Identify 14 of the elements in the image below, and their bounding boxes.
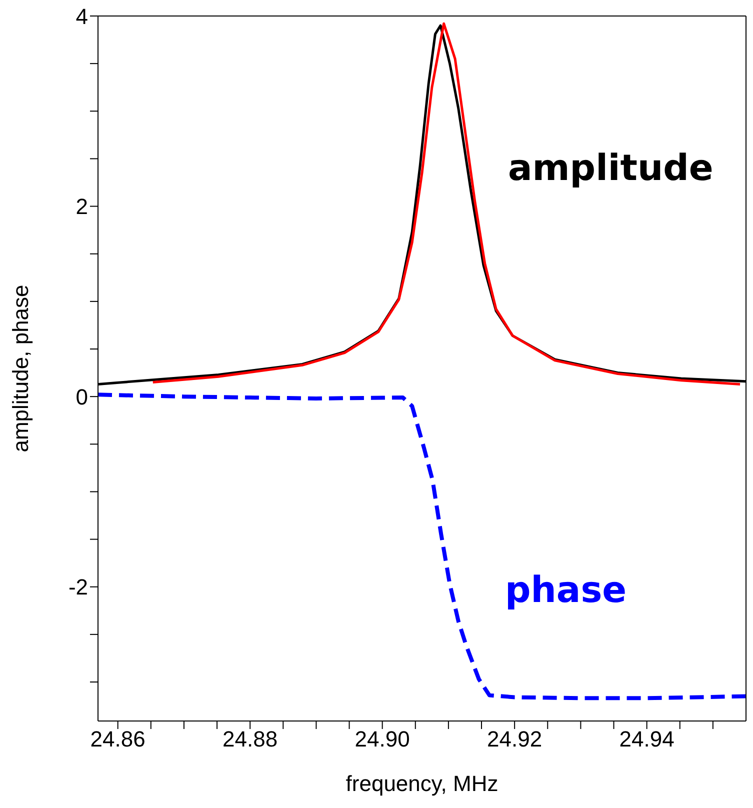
- x-tick-label: 24.90: [354, 726, 410, 752]
- line-series: [98, 392, 746, 700]
- x-axis-title: frequency, MHz: [346, 771, 498, 796]
- y-tick-label: -2: [68, 574, 88, 600]
- series-label: phase: [505, 570, 627, 611]
- x-tick-label: 24.94: [619, 726, 674, 752]
- series-label: amplitude: [508, 148, 714, 189]
- y-tick-label: 4: [76, 4, 88, 29]
- y-axis-title: amplitude, phase: [8, 284, 33, 452]
- x-tick-label: 24.88: [222, 726, 278, 752]
- y-tick-label: 2: [76, 194, 88, 220]
- y-tick-label: 0: [76, 384, 88, 410]
- x-tick-label: 24.92: [487, 726, 542, 752]
- x-tick-label: 24.86: [90, 726, 146, 752]
